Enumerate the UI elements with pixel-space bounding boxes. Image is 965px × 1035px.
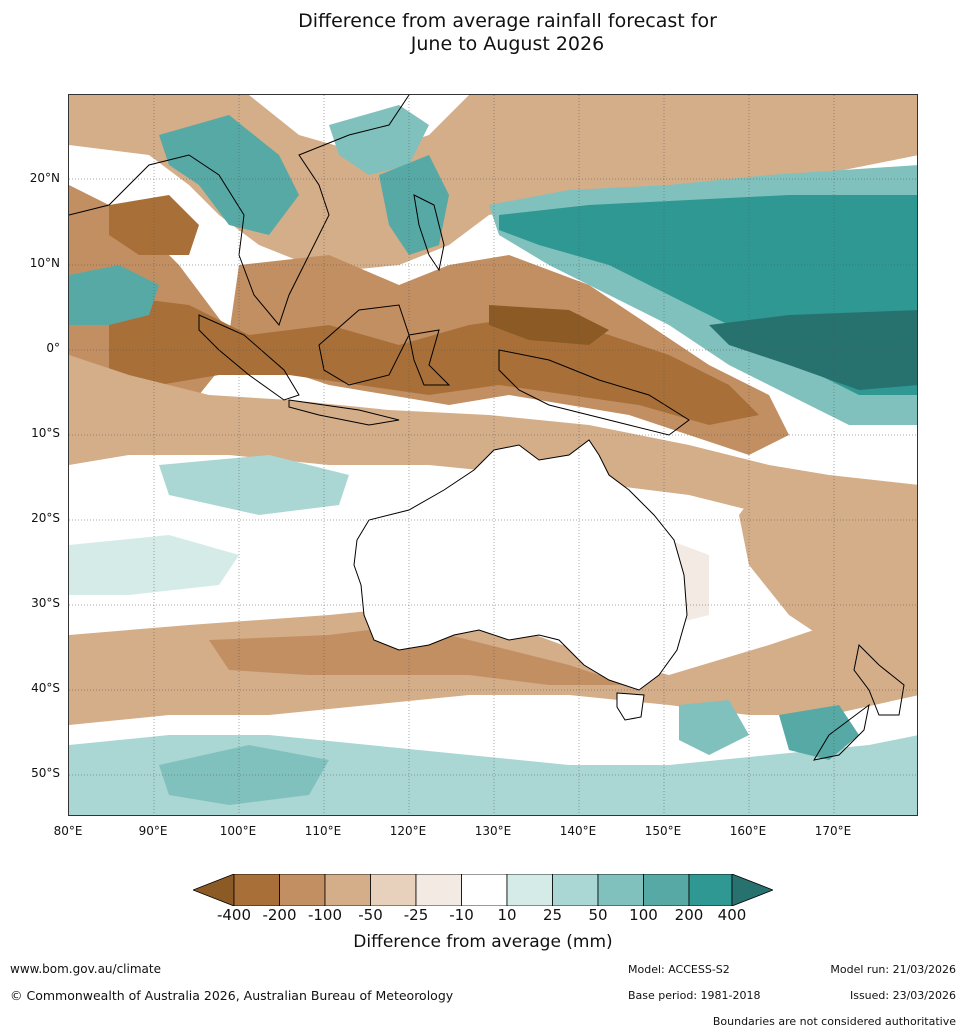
rainfall-map[interactable] xyxy=(68,94,918,816)
philippines-outline xyxy=(413,194,445,272)
legend-tick: 25 xyxy=(542,906,563,924)
legend-swatch xyxy=(552,874,599,906)
legend-tick: -25 xyxy=(403,906,429,924)
title-line-2: June to August 2026 xyxy=(410,33,605,55)
lon-label: 170°E xyxy=(814,824,852,838)
dry-region-core xyxy=(109,295,759,425)
legend-swatch xyxy=(233,874,280,906)
tasmania-outline xyxy=(616,692,645,721)
title-line-1: Difference from average rainfall forecas… xyxy=(298,10,717,32)
lon-label: 130°E xyxy=(474,824,512,838)
lon-label: 100°E xyxy=(219,824,257,838)
legend-swatch xyxy=(688,874,733,906)
graticule xyxy=(69,95,917,815)
java-outline xyxy=(288,399,400,426)
legend-swatch xyxy=(415,874,462,906)
wet-patch-indian xyxy=(159,455,349,515)
lat-label: 20°N xyxy=(29,171,60,185)
legend-tick: 200 xyxy=(674,906,704,924)
lon-label: 160°E xyxy=(729,824,767,838)
lon-label: 80°E xyxy=(53,824,83,838)
legend-swatch xyxy=(643,874,690,906)
australia-outline xyxy=(353,439,688,691)
wet-patch-indian-2 xyxy=(69,535,239,595)
lat-label: 10°N xyxy=(29,256,60,270)
lon-label: 110°E xyxy=(304,824,342,838)
website-link[interactable]: www.bom.gov.au/climate xyxy=(10,962,161,976)
legend-tick: 10 xyxy=(497,906,517,924)
legend-tick: -100 xyxy=(307,906,343,924)
legend-tick: 100 xyxy=(629,906,658,924)
new-zealand-north xyxy=(853,643,905,716)
model-text: Model: ACCESS-S2 xyxy=(628,963,730,976)
lon-label: 90°E xyxy=(138,824,168,838)
mainland-asia-outline xyxy=(69,95,410,327)
legend-swatch-min xyxy=(193,874,235,906)
map-canvas xyxy=(69,95,917,815)
wet-patch-tasman xyxy=(679,700,749,755)
wet-patch-nz xyxy=(779,705,859,760)
legend-swatch xyxy=(461,874,508,906)
lon-label: 120°E xyxy=(389,824,427,838)
lon-label: 150°E xyxy=(644,824,682,838)
dry-region-north xyxy=(69,95,917,270)
lat-label: 40°S xyxy=(31,681,60,695)
map-title: Difference from average rainfall forecas… xyxy=(0,10,965,56)
wet-patch-west xyxy=(69,265,159,325)
legend-tick: 400 xyxy=(717,906,747,924)
wet-patch-scs xyxy=(329,105,429,175)
legend-swatch xyxy=(370,874,417,906)
legend-colorbar xyxy=(193,874,773,906)
sulawesi-outline xyxy=(408,329,451,386)
legend-tick: -10 xyxy=(449,906,474,924)
dry-band-south-2 xyxy=(209,625,629,685)
legend-tick: -200 xyxy=(262,906,297,924)
legend-tick: -400 xyxy=(216,906,252,924)
model-run-text: Model run: 21/03/2026 xyxy=(830,963,956,976)
sumatra-outline xyxy=(198,314,300,401)
copyright-text: © Commonwealth of Australia 2026, Austra… xyxy=(10,988,454,1003)
legend-swatch xyxy=(324,874,371,906)
base-period-text: Base period: 1981-2018 xyxy=(628,989,761,1002)
legend-swatch-max xyxy=(731,874,773,906)
borneo-outline xyxy=(318,304,410,386)
legend-swatch xyxy=(506,874,553,906)
legend-tick: 50 xyxy=(588,906,608,924)
legend-tick: -50 xyxy=(358,906,383,924)
wet-core-southern-ocean xyxy=(159,745,329,805)
lat-label: 30°S xyxy=(31,596,60,610)
lat-label: 50°S xyxy=(31,766,60,780)
legend-title: Difference from average (mm) xyxy=(353,932,613,952)
wet-patch-philippines xyxy=(379,155,449,255)
wet-patch-indochina xyxy=(159,115,299,235)
disclaimer-text: Boundaries are not considered authoritat… xyxy=(712,1015,956,1028)
lon-label: 140°E xyxy=(559,824,597,838)
issued-text: Issued: 23/03/2026 xyxy=(849,989,956,1002)
lat-label: 20°S xyxy=(31,511,60,525)
legend-swatch xyxy=(279,874,326,906)
legend-swatch xyxy=(597,874,644,906)
lat-label: 0° xyxy=(46,341,60,355)
lat-label: 10°S xyxy=(31,426,60,440)
new-zealand-south xyxy=(812,703,870,761)
new-guinea-outline xyxy=(498,349,690,436)
